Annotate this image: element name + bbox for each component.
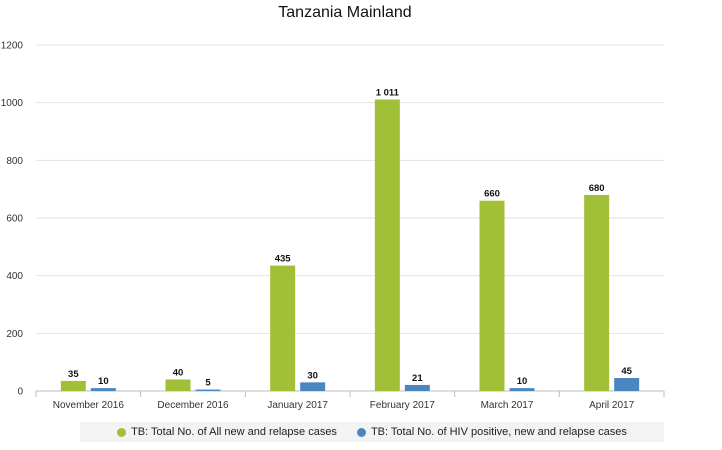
x-tick-label: December 2016 — [157, 400, 229, 411]
data-label: 10 — [98, 376, 109, 387]
data-label: 30 — [307, 370, 318, 381]
bar-series-2-6[interactable] — [614, 378, 640, 391]
bars — [60, 99, 640, 392]
bar-series-1-1[interactable] — [60, 380, 86, 391]
y-tick-label: 400 — [6, 271, 23, 282]
legend: TB: Total No. of All new and relapse cas… — [80, 422, 664, 442]
bar-series-2-1[interactable] — [90, 388, 116, 391]
y-tick-label: 1200 — [1, 41, 24, 52]
bar-series-1-3[interactable] — [270, 265, 296, 391]
bar-series-1-5[interactable] — [479, 200, 505, 391]
x-axis-ticks: November 2016 December 2016 January 2017 Fe… — [53, 400, 635, 411]
bar-series-2-3[interactable] — [300, 382, 326, 391]
x-tick-label: March 2017 — [481, 400, 534, 411]
bar-series-1-4[interactable] — [374, 99, 400, 392]
data-label: 35 — [68, 369, 79, 380]
y-axis-ticks: 0 200 400 600 800 1000 1200 — [1, 41, 24, 398]
data-label: 680 — [589, 183, 605, 194]
bar-series-2-5[interactable] — [509, 388, 535, 391]
legend-item-series-2[interactable]: TB: Total No. of HIV positive, new and r… — [356, 426, 627, 438]
legend-label-series-1: TB: Total No. of All new and relapse cas… — [131, 426, 337, 438]
legend-label-series-2: TB: Total No. of HIV positive, new and r… — [370, 426, 627, 438]
data-label: 5 — [205, 378, 211, 389]
x-tick-label: February 2017 — [370, 400, 435, 411]
legend-marker-series-2 — [356, 427, 366, 437]
chart-title: Tanzania Mainland — [278, 4, 411, 21]
bar-series-2-4[interactable] — [404, 384, 430, 391]
y-tick-label: 200 — [6, 329, 23, 340]
data-label: 21 — [412, 373, 423, 384]
legend-item-series-1[interactable]: TB: Total No. of All new and relapse cas… — [117, 426, 337, 438]
y-tick-label: 0 — [17, 387, 23, 398]
data-labels: 35 10 40 5 435 30 1 011 21 660 10 680 45 — [68, 87, 633, 388]
x-tick-label: November 2016 — [53, 400, 125, 411]
bar-series-1-6[interactable] — [584, 194, 610, 391]
data-label: 660 — [484, 189, 500, 200]
data-label: 40 — [173, 367, 184, 378]
chart: Tanzania Mainland 020040060080010001200 … — [1, 4, 665, 411]
legend-marker-series-1 — [117, 427, 127, 437]
data-label: 435 — [275, 254, 292, 265]
x-tick-label: April 2017 — [589, 400, 634, 411]
data-label: 1 011 — [376, 87, 400, 98]
y-tick-label: 600 — [6, 214, 23, 225]
y-tick-label: 1000 — [1, 98, 24, 109]
bar-series-1-2[interactable] — [165, 379, 191, 391]
bar-series-2-2[interactable] — [195, 389, 221, 391]
y-tick-label: 800 — [6, 156, 23, 167]
data-label: 10 — [517, 376, 528, 387]
data-label: 45 — [621, 366, 632, 377]
x-tick-label: January 2017 — [267, 400, 328, 411]
gridlines — [35, 44, 665, 397]
